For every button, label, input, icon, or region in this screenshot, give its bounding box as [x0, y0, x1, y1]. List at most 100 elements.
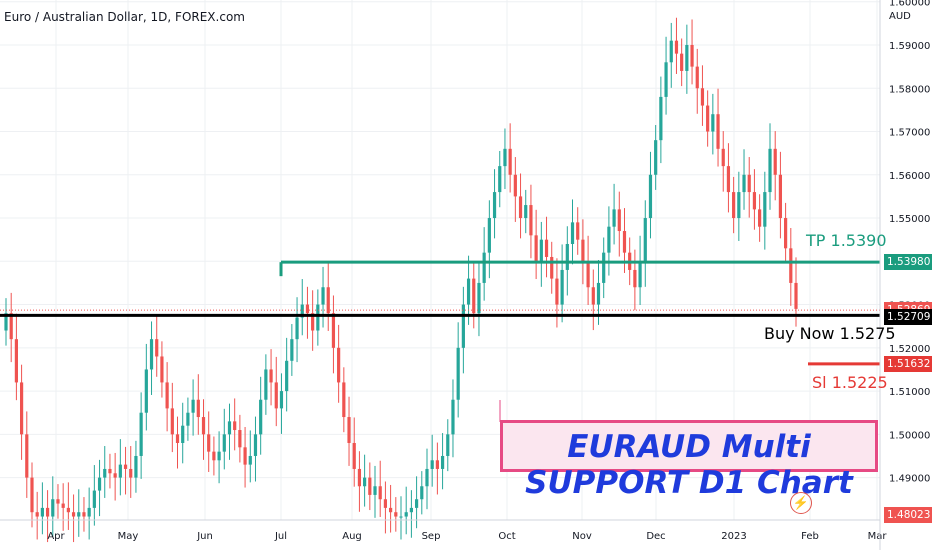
candle-body: [498, 166, 502, 193]
candle-body: [233, 421, 237, 431]
candle-body: [160, 356, 164, 383]
candle-body: [4, 313, 8, 331]
candle-body: [560, 269, 564, 305]
candle-body: [784, 218, 788, 249]
candle-body: [77, 512, 81, 517]
candle-body: [461, 304, 465, 348]
y-tick-label: 1.57000: [889, 128, 930, 139]
candle-body: [134, 455, 138, 478]
candle-body: [66, 507, 70, 513]
candle-body: [259, 399, 263, 435]
candle-body: [778, 174, 783, 219]
candle-body: [40, 507, 44, 517]
candle-body: [492, 192, 497, 219]
candle-body: [217, 451, 221, 461]
candle-body: [311, 313, 315, 331]
low-price-badge: 1.48023: [884, 506, 932, 523]
candle-body: [612, 209, 616, 227]
candle-body: [285, 360, 289, 392]
candle-body: [305, 304, 310, 314]
candle-body: [19, 382, 24, 435]
candle-body: [342, 382, 346, 418]
candle-body: [721, 148, 725, 167]
candle-body: [654, 140, 658, 175]
candle-body: [503, 148, 507, 167]
candle-body: [108, 468, 112, 474]
candle-body: [103, 468, 107, 478]
candle-body: [633, 269, 637, 288]
candle-body: [207, 434, 211, 452]
candle-body: [456, 347, 460, 400]
buy-annotation: Buy Now 1.5275: [764, 324, 896, 344]
y-axis-currency-label: AUD: [889, 11, 911, 22]
candle-body: [51, 499, 55, 517]
candle-body: [227, 421, 232, 435]
candle-body: [544, 239, 549, 257]
candle-body: [680, 53, 684, 71]
candle-body: [706, 105, 710, 132]
candle-body: [648, 174, 653, 219]
candle-body: [253, 434, 258, 456]
candle-body: [700, 88, 705, 106]
candle-body: [123, 464, 128, 469]
candle-body: [555, 278, 559, 305]
candle-body: [440, 455, 445, 469]
candle-body: [9, 313, 13, 340]
sl-annotation: Sl 1.5225: [812, 372, 888, 392]
candle-body: [518, 196, 523, 219]
candle-body: [664, 62, 668, 97]
candle-body: [212, 451, 216, 461]
candle-body: [617, 209, 621, 232]
lightning-icon[interactable]: ⚡: [790, 492, 812, 514]
candle-body: [97, 477, 102, 491]
x-tick-label: Apr: [47, 531, 65, 542]
x-tick-label: Feb: [801, 531, 819, 542]
y-tick-label: 1.51000: [889, 387, 930, 398]
y-tick-label: 1.52000: [889, 344, 930, 355]
candle-body: [591, 287, 595, 305]
candle-body: [763, 192, 767, 227]
y-tick-label: 1.60000: [889, 0, 930, 9]
candle-body: [409, 507, 413, 513]
candle-body: [181, 425, 185, 443]
candle-body: [269, 369, 273, 383]
candle-body: [794, 282, 798, 309]
candle-body: [290, 339, 294, 361]
candle-body: [191, 399, 195, 413]
candle-body: [170, 408, 174, 435]
candle-body: [56, 499, 60, 504]
candle-body: [389, 507, 393, 513]
candle-body: [482, 252, 486, 283]
candle-body: [638, 261, 642, 288]
candle-body: [789, 248, 793, 283]
candle-body: [373, 486, 377, 495]
candle-body: [446, 434, 450, 456]
candle-body: [758, 209, 762, 227]
candle-body: [435, 460, 439, 469]
candle-body: [201, 417, 206, 435]
candle-body: [118, 464, 122, 478]
tp-annotation: TP 1.5390: [806, 231, 887, 251]
candle-body: [508, 148, 512, 175]
candle-body: [326, 287, 330, 314]
candle-body: [674, 40, 679, 54]
candle-body: [186, 412, 190, 426]
candle-body: [113, 473, 117, 478]
candle-body: [92, 490, 96, 508]
candle-body: [264, 369, 268, 400]
candle-body: [196, 399, 200, 418]
candle-body: [295, 317, 299, 340]
x-tick-label: May: [118, 531, 139, 542]
y-tick-label: 1.50000: [889, 430, 930, 441]
candle-body: [357, 468, 362, 487]
candle-body: [716, 114, 720, 149]
candle-body: [539, 239, 543, 262]
candle-body: [524, 205, 528, 219]
candle-body: [14, 339, 18, 383]
candle-body: [414, 499, 419, 508]
candle-body: [82, 512, 86, 517]
y-tick-label: 1.56000: [889, 171, 930, 182]
candles: [4, 17, 798, 543]
candle-body: [279, 391, 284, 409]
candle-body: [420, 486, 424, 500]
